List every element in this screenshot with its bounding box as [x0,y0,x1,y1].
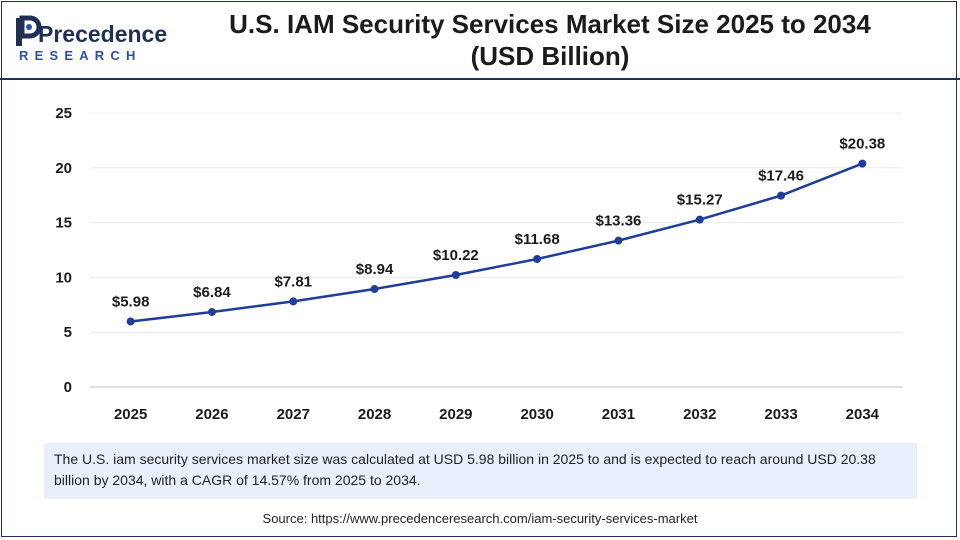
data-label: $5.98 [112,293,150,310]
data-labels: $5.98 $6.84 $7.81 $8.94 $10.22 $11.68 $13.36 $1… [112,136,885,311]
logo-mark-icon [16,15,42,46]
x-tick-label: 2028 [358,406,391,423]
data-point [777,191,786,200]
data-point [533,254,542,263]
x-tick-label: 2031 [602,406,635,423]
gridlines [90,112,903,388]
y-tick-label: 20 [55,160,72,177]
x-tick-label: 2026 [195,406,228,423]
y-tick-label: 5 [64,324,72,341]
data-label: $8.94 [356,261,394,278]
data-label: $7.81 [274,273,312,290]
data-point [451,270,460,279]
data-points [126,159,867,326]
data-point [126,317,135,326]
x-tick-label: 2030 [520,406,553,423]
x-tick-label: 2029 [439,406,472,423]
data-label: $6.84 [193,284,231,301]
chart-title-line-2: (USD Billion) [470,41,630,71]
y-tick-label: 0 [64,379,72,396]
data-point [370,285,379,294]
logo-wordmark: Precedence [38,21,167,47]
y-tick-label: 25 [55,105,72,122]
precedence-research-logo: Precedence RESEARCH [14,12,174,68]
logo-subtitle: RESEARCH [19,48,142,63]
data-point [614,236,623,245]
x-tick-label: 2025 [114,406,147,423]
data-point [858,159,867,168]
header: Precedence RESEARCH U.S. IAM Security Se… [0,0,960,80]
data-label: $11.68 [515,231,560,248]
data-label: $20.38 [839,136,885,153]
data-label: $15.27 [677,192,723,209]
data-point [289,297,298,306]
x-tick-label: 2027 [277,406,310,423]
data-point [207,308,216,317]
data-label: $17.46 [758,168,804,185]
source-link[interactable]: Source: https://www.precedenceresearch.c… [262,511,698,526]
data-label: $13.36 [596,213,642,230]
chart-title-line-1: U.S. IAM Security Services Market Size 2… [229,9,871,39]
data-label: $10.22 [433,247,479,264]
y-axis-ticks: 0 5 10 15 20 25 [55,105,72,396]
x-tick-label: 2032 [683,406,716,423]
data-point [695,215,704,224]
x-tick-label: 2033 [764,406,797,423]
y-tick-label: 10 [55,269,72,286]
y-tick-label: 15 [55,215,72,232]
summary-note: The U.S. iam security services market si… [44,443,917,499]
series-line [130,162,863,323]
x-tick-label: 2034 [846,406,880,423]
chart-title: U.S. IAM Security Services Market Size 2… [190,8,910,72]
x-axis-ticks: 2025 2026 2027 2028 2029 2030 2031 2032 2033 2034 [114,406,880,423]
